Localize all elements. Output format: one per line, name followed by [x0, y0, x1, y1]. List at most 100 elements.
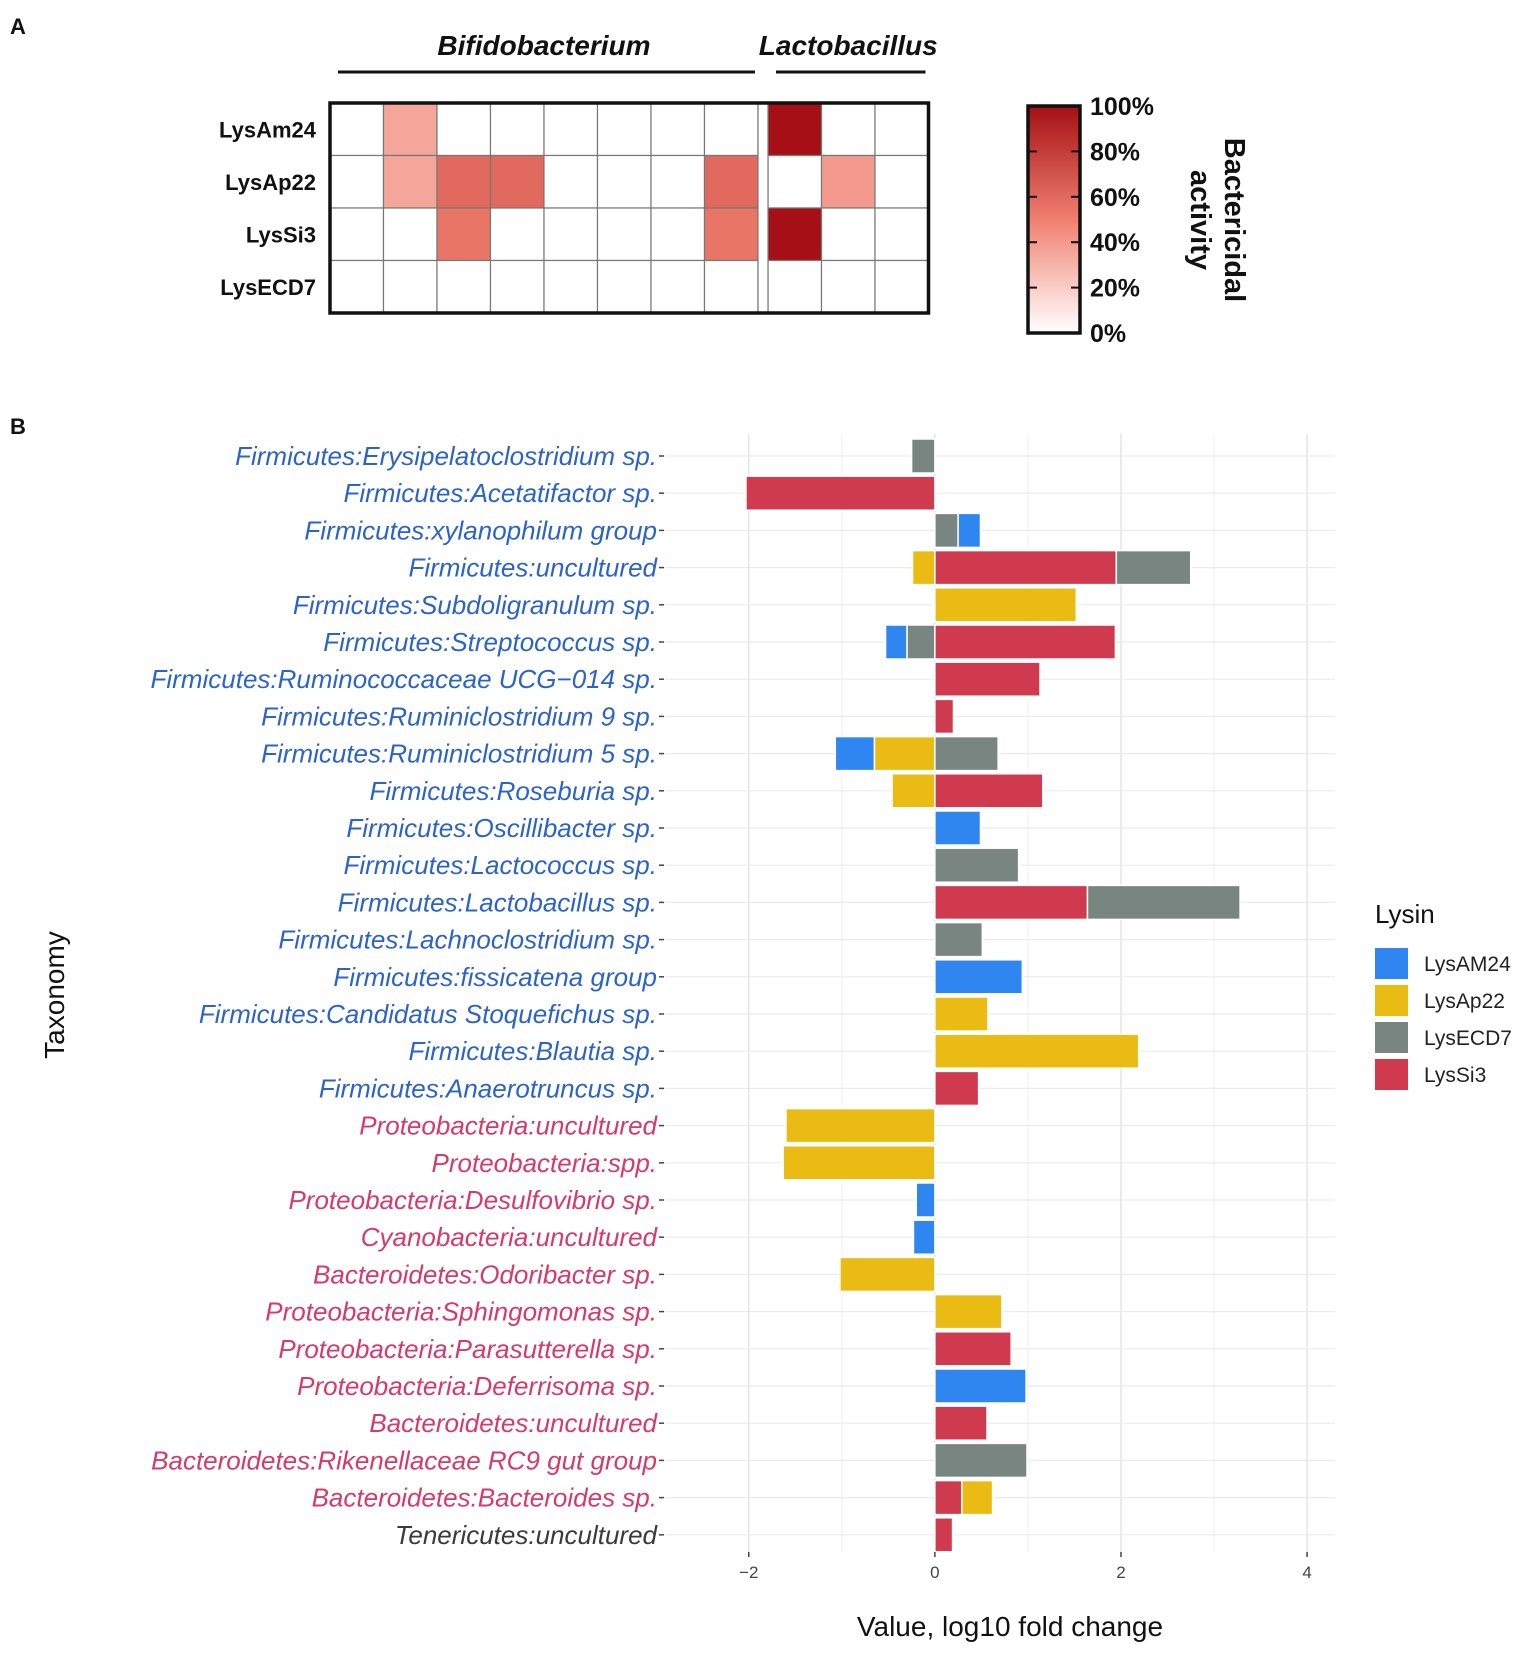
heatmap-cell — [820, 259, 876, 314]
heatmap-cell — [382, 207, 438, 262]
bar-lysecd7 — [934, 921, 984, 958]
bar-lyssi3 — [934, 1517, 954, 1553]
legend-item-lysecd7: LysECD7 — [1375, 1022, 1512, 1053]
y-tick-label: Firmicutes:uncultured — [408, 553, 658, 583]
legend-item-lysam24: LysAM24 — [1375, 948, 1511, 979]
bar-lysam24 — [957, 512, 982, 549]
bar-lyssi3 — [934, 698, 955, 735]
y-tick-label: Tenericutes:uncultured — [395, 1520, 659, 1550]
heatmap-cell — [703, 102, 759, 157]
x-tick-label: 4 — [1302, 1563, 1311, 1582]
heatmap-cell — [767, 259, 823, 314]
heatmap-cell — [382, 259, 438, 314]
bar-lysecd7 — [934, 1442, 1028, 1479]
y-tick-label: Proteobacteria:Sphingomonas sp. — [265, 1297, 657, 1327]
bar-lysecd7 — [1086, 884, 1241, 921]
bar-lyssi3 — [934, 661, 1041, 697]
bar-lyssi3 — [934, 773, 1044, 809]
legend-swatch — [1375, 1022, 1408, 1053]
panel-b-bar-chart: B Firmicutes:Erysipelatoclostridium sp. F… — [10, 414, 1512, 1642]
y-tick-label: Cyanobacteria:uncultured — [361, 1222, 659, 1252]
bar-lysap22 — [934, 1293, 1003, 1330]
heatmap-cell — [703, 154, 759, 209]
heatmap-cell — [543, 102, 599, 157]
heatmap-cell — [767, 102, 823, 157]
heatmap-cell — [820, 154, 876, 209]
bar-lysap22 — [934, 1033, 1140, 1069]
y-tick-label: Firmicutes:Lactococcus sp. — [343, 850, 657, 880]
bar-lyssi3 — [934, 1070, 980, 1107]
bar-lysam24 — [834, 735, 876, 772]
bar-lyssi3 — [934, 1405, 988, 1441]
legend-swatch — [1375, 948, 1408, 979]
y-tick-label: Firmicutes:Oscillibacter sp. — [346, 813, 657, 843]
bar-lysap22 — [839, 1256, 936, 1293]
heatmap-cell — [767, 154, 823, 209]
bar-lysap22 — [961, 1479, 994, 1516]
bar-lysecd7 — [934, 847, 1020, 883]
heatmap-group-gap — [757, 102, 769, 314]
heatmap-cell — [329, 102, 385, 157]
heatmap-cell — [489, 154, 545, 209]
heatmap-cell — [820, 102, 876, 157]
heatmap-cell — [543, 259, 599, 314]
panel-a-heatmap: A Bifidobacterium Lactobacillus LysAm24 Ly… — [10, 14, 1250, 348]
legend-label: LysAM24 — [1424, 953, 1511, 976]
legend-swatch — [1375, 985, 1408, 1016]
heatmap-row-label: LysSi3 — [246, 222, 316, 247]
heatmap-group-bifidobacterium: Bifidobacterium — [338, 30, 755, 74]
heatmap-cell — [329, 154, 385, 209]
heatmap-cell — [596, 207, 652, 262]
bar-lysam24 — [912, 1219, 936, 1255]
y-tick-label: Proteobacteria:Desulfovibrio sp. — [288, 1185, 657, 1215]
bar-lyssi3 — [934, 884, 1089, 921]
legend-label: LysSi3 — [1424, 1064, 1486, 1087]
heatmap-cell — [650, 154, 706, 209]
bar-lysap22 — [785, 1107, 936, 1144]
heatmap-cell — [436, 207, 492, 262]
bar-lyssi3 — [934, 1331, 1012, 1367]
legend-item-lyssi3: LysSi3 — [1375, 1059, 1486, 1090]
colorbar-tick-label: 20% — [1090, 275, 1140, 303]
heatmap-cell — [489, 102, 545, 157]
y-tick-label: Firmicutes:Candidatus Stoquefichus sp. — [199, 999, 657, 1029]
heatmap-group-label: Lactobacillus — [759, 30, 938, 61]
bar-lyssi3 — [934, 1479, 963, 1516]
y-tick-label: Firmicutes:Lachnoclostridium sp. — [278, 925, 657, 955]
bar-lysap22 — [873, 735, 936, 772]
y-tick-label: Firmicutes:Subdoligranulum sp. — [293, 590, 657, 620]
bar-lysam24 — [934, 810, 982, 846]
y-tick-label: Firmicutes:Lactobacillus sp. — [338, 887, 657, 917]
legend-item-lysap22: LysAp22 — [1375, 985, 1505, 1016]
heatmap-cell — [596, 102, 652, 157]
y-tick-label: Proteobacteria:uncultured — [359, 1111, 658, 1141]
colorbar — [1026, 104, 1082, 335]
y-tick-label: Firmicutes:Ruminococcaceae UCG−014 sp. — [151, 664, 657, 694]
bar-lysecd7 — [934, 512, 959, 549]
y-tick-label: Firmicutes:Roseburia sp. — [369, 776, 657, 806]
y-tick-label: Bacteroidetes:Bacteroides sp. — [312, 1483, 657, 1513]
y-tick-label: Firmicutes:Erysipelatoclostridium sp. — [235, 441, 657, 471]
heatmap-cell — [874, 154, 930, 209]
bar-lyssi3 — [745, 475, 936, 511]
heatmap-cell — [329, 259, 385, 314]
heatmap-cell — [874, 259, 930, 314]
heatmap-cell — [382, 102, 438, 157]
heatmap-cell — [650, 207, 706, 262]
heatmap-row-label: LysECD7 — [220, 275, 316, 300]
x-tick-label: 0 — [930, 1563, 939, 1582]
heatmap-group-lactobacillus: Lactobacillus — [759, 30, 938, 74]
bar-lysap22 — [782, 1145, 936, 1181]
heatmap-cell — [543, 207, 599, 262]
y-tick-label: Proteobacteria:Deferrisoma sp. — [297, 1371, 657, 1401]
heatmap-cell — [650, 259, 706, 314]
heatmap-row-label: LysAp22 — [225, 170, 316, 195]
colorbar-tick-label: 60% — [1090, 184, 1140, 212]
heatmap-cell — [436, 102, 492, 157]
bar-lysam24 — [915, 1182, 936, 1218]
y-tick-label: Bacteroidetes:uncultured — [369, 1408, 658, 1438]
colorbar-tick-label: 100% — [1090, 93, 1154, 121]
heatmap-cell — [767, 207, 823, 262]
